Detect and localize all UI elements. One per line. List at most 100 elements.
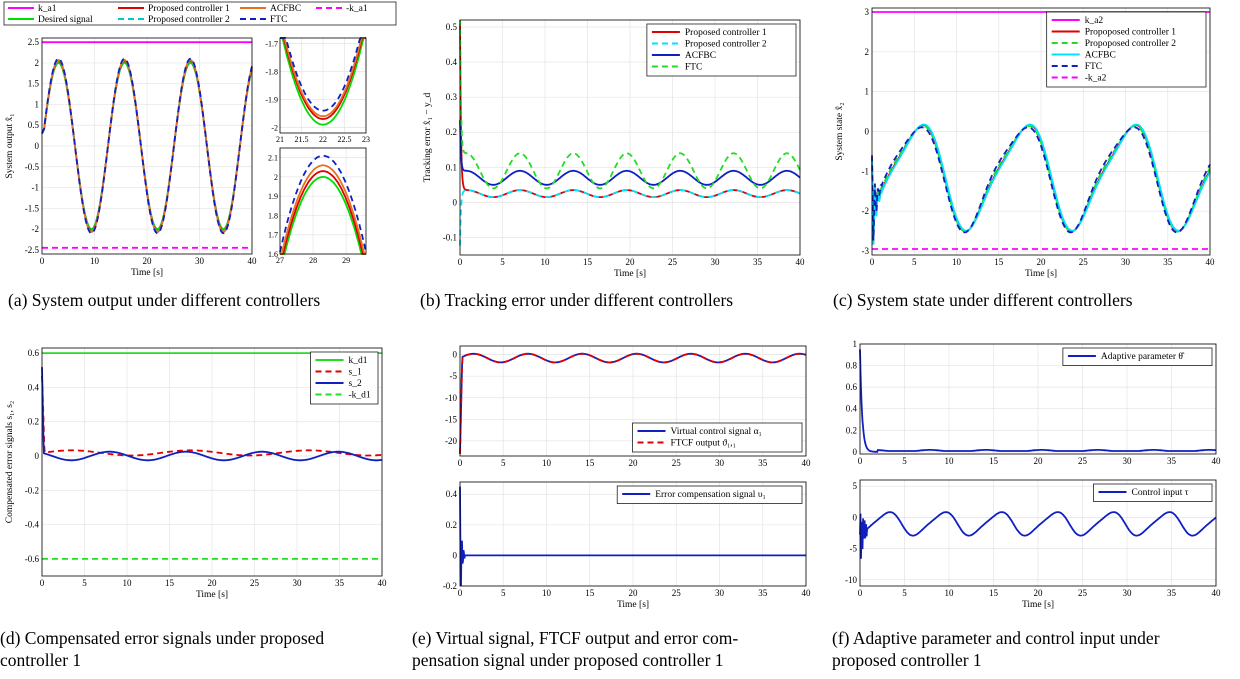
y-axis-label-d: Compensated error signals s₁, s₂ [5, 401, 15, 523]
x-tick-label-c-6: 30 [1121, 257, 1131, 267]
plot-frame-d [41, 347, 383, 577]
y-tick-label-f1-4: 0.8 [846, 361, 858, 371]
y-tick-label-d-2: -0.2 [25, 485, 39, 495]
inset-y-tick-0-0: -2 [271, 123, 278, 132]
inset-frame-0 [279, 37, 367, 134]
y-tick-label-e1-0: -20 [445, 436, 457, 446]
y-tick-label-a-1: -2 [32, 224, 40, 234]
legend-box-e1 [632, 422, 803, 453]
x-tick-label-c-3: 15 [994, 257, 1004, 267]
series-line-c-2 [871, 125, 1211, 243]
inset-y-tick-0-2: -1.8 [265, 68, 278, 77]
legend-label-a-2: Proposed controller 1 [148, 4, 230, 14]
x-tick-label-f2-1: 5 [902, 588, 907, 598]
y-tick-label-a-7: 1 [35, 99, 40, 109]
y-tick-label-c-6: 3 [865, 7, 870, 17]
legend-label-c-2: Propoposed controller 2 [1085, 39, 1177, 49]
x-tick-label-e2-0: 0 [458, 588, 463, 598]
y-tick-label-d-4: 0.2 [28, 417, 39, 427]
x-tick-label-d-7: 35 [335, 578, 345, 588]
y-tick-label-f2-2: 0 [853, 512, 858, 522]
legend-box-d [310, 351, 379, 405]
series-line-a-5 [41, 57, 253, 235]
series-line-b-3 [459, 19, 801, 190]
x-tick-label-c-0: 0 [870, 257, 875, 267]
series-line-e2-0 [459, 486, 806, 587]
y-tick-label-e1-1: -15 [445, 414, 457, 424]
x-tick-label-e1-4: 20 [629, 458, 639, 468]
legend-label-f1-0: Adaptive parameter θ̂ [1101, 351, 1185, 362]
plot-frame-f1 [859, 343, 1217, 455]
x-axis-label-d: Time [s] [196, 590, 228, 600]
inset-y-tick-1-5: 2.1 [268, 154, 278, 163]
legend-a: k_a1 Proposed controller 1 ACFBC -k_a1 Desir… [3, 1, 397, 26]
x-tick-label-f1-2: 10 [945, 456, 955, 466]
inset-x-tick-1-2: 29 [342, 256, 350, 265]
y-tick-label-f2-1: -5 [850, 544, 858, 554]
legend-box-f2 [1093, 483, 1213, 502]
inset-x-tick-0-2: 22 [319, 135, 327, 144]
inset-x-tick-1-1: 28 [309, 256, 317, 265]
legend-label-a-6: -k_a1 [346, 4, 368, 14]
y-tick-label-a-10: 2.5 [28, 37, 40, 47]
x-tick-label-b-3: 15 [583, 257, 593, 267]
x-tick-label-e2-4: 20 [629, 588, 639, 598]
x-tick-label-e2-7: 35 [758, 588, 768, 598]
series-line-f2-0 [859, 511, 1217, 559]
x-tick-label-d-3: 15 [165, 578, 175, 588]
x-tick-label-a-1: 10 [90, 256, 100, 266]
series-line-b-2 [459, 120, 801, 186]
x-tick-label-c-2: 10 [952, 257, 962, 267]
x-tick-label-f2-7: 35 [1167, 588, 1177, 598]
inset-a-1: 27 28 29 1.6 1.7 1.8 1.9 2 2.1 [268, 147, 367, 265]
legend-label-d-3: -k_d1 [349, 391, 371, 401]
x-tick-label-f1-5: 25 [1078, 456, 1088, 466]
plot-frame-e1 [459, 345, 807, 457]
inset-y-tick-0-3: -1.7 [265, 40, 278, 49]
x-tick-label-f1-0: 0 [858, 456, 863, 466]
y-tick-label-a-3: -1 [32, 183, 40, 193]
chart-d: 0 5 10 15 20 25 30 35 40 -0.6 -0.4 -0.2 0 0.2 0.4 0.6 Ti… [5, 347, 387, 600]
series-line-e1-1 [459, 352, 807, 454]
y-tick-label-c-3: 0 [865, 127, 870, 137]
x-tick-label-e1-3: 15 [585, 458, 595, 468]
inset-frame-1 [279, 147, 367, 255]
x-tick-label-d-0: 0 [40, 578, 45, 588]
y-tick-label-b-0: -0.1 [443, 232, 457, 242]
x-tick-label-f2-0: 0 [858, 588, 863, 598]
x-tick-label-e1-8: 40 [802, 458, 812, 468]
x-tick-label-f2-4: 20 [1034, 588, 1044, 598]
chart-e1: 0 5 10 15 20 25 30 35 40 -20 -15 -10 -5 0 Virtual cont… [445, 345, 812, 468]
x-tick-label-e2-6: 30 [715, 588, 725, 598]
series-line-b-1 [459, 189, 801, 246]
x-axis-label-e2: Time [s] [617, 600, 649, 610]
legend-label-a-3: Proposed controller 2 [148, 15, 230, 25]
x-tick-label-e1-1: 5 [501, 458, 506, 468]
y-tick-label-f1-5: 1 [853, 339, 858, 349]
y-tick-label-c-5: 2 [865, 47, 870, 57]
caption-e-line2: pensation signal under proposed controll… [412, 650, 724, 670]
legend-label-d-1: s_1 [349, 368, 362, 378]
x-tick-label-e2-3: 15 [585, 588, 595, 598]
x-tick-label-e2-8: 40 [802, 588, 812, 598]
x-tick-label-b-6: 30 [711, 257, 721, 267]
y-axis-label-b: Tracking error x̂₁ − y_d [422, 92, 433, 182]
inset-y-tick-1-1: 1.7 [268, 231, 278, 240]
legend-label-b-3: FTC [685, 63, 702, 73]
y-tick-label-e1-3: -5 [450, 371, 458, 381]
chart-f2: 0 5 10 15 20 25 30 35 40 -10 -5 0 5 Time [s] Control i… [845, 479, 1221, 610]
y-tick-label-f2-3: 5 [853, 481, 858, 491]
inset-x-tick-0-4: 23 [362, 135, 370, 144]
x-tick-label-d-2: 10 [123, 578, 133, 588]
x-tick-label-e1-0: 0 [458, 458, 463, 468]
x-tick-label-f1-1: 5 [902, 456, 907, 466]
x-tick-label-d-6: 30 [293, 578, 303, 588]
x-tick-label-e2-1: 5 [501, 588, 506, 598]
x-tick-label-f1-8: 40 [1212, 456, 1222, 466]
caption-f-line2: proposed controller 1 [832, 650, 982, 670]
legend-box-c [1046, 11, 1207, 88]
y-tick-label-a-2: -1.5 [25, 203, 40, 213]
y-tick-label-f1-2: 0.4 [846, 404, 858, 414]
series-line-c-3 [871, 123, 1211, 245]
